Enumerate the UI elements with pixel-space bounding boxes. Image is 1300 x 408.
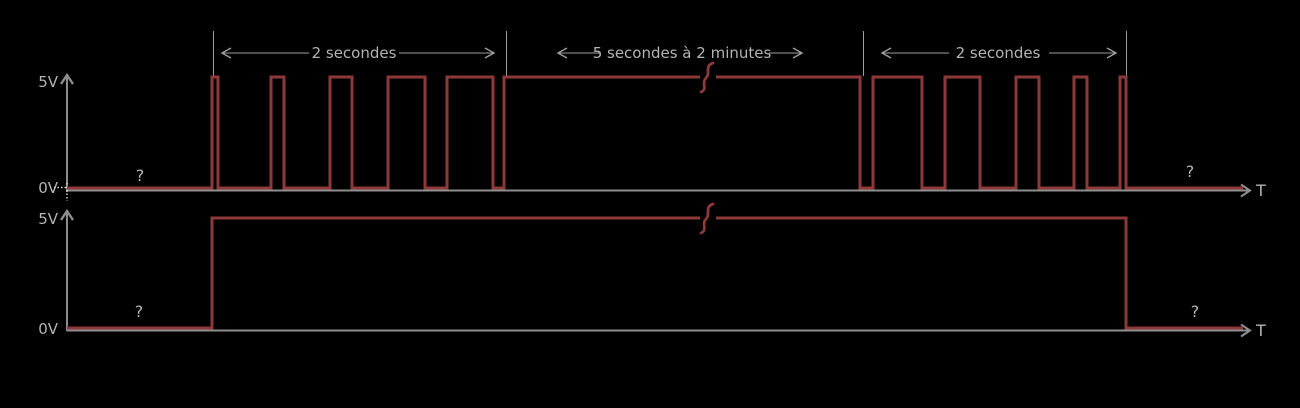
- arrow-right-icon: [1106, 47, 1118, 59]
- label-5v: 5V: [38, 210, 59, 228]
- time-break-squiggle-icon: [699, 61, 715, 94]
- question-mark-label: ?: [1191, 302, 1200, 321]
- label-0v: 0V: [38, 179, 59, 197]
- question-mark-label: ?: [135, 302, 144, 321]
- arrow-left-icon: [880, 47, 892, 59]
- time-axis-arrow-icon: [1240, 323, 1252, 338]
- label-5v: 5V: [38, 73, 59, 91]
- t-axis-label: T: [1255, 181, 1266, 200]
- label-0v: 0V: [38, 320, 59, 338]
- t-axis-label: T: [1255, 321, 1266, 340]
- time-break-squiggle-icon: [699, 202, 715, 235]
- dimension-label: 5 secondes à 2 minutes: [593, 44, 772, 62]
- question-mark-label: ?: [1186, 162, 1195, 181]
- signal-trace-pulse-train: [67, 75, 1243, 190]
- dimension-label: 2 secondes: [956, 44, 1041, 62]
- arrow-left-icon: [556, 47, 568, 59]
- voltage-axis-arrow-icon: [60, 208, 74, 221]
- time-axis-arrow-icon: [1240, 183, 1252, 198]
- signal-trace-gate: [67, 216, 1243, 330]
- dimension-label: 2 secondes: [312, 44, 397, 62]
- arrow-right-icon: [484, 47, 496, 59]
- voltage-axis-arrow-icon: [60, 72, 74, 85]
- arrow-left-icon: [220, 47, 232, 59]
- question-mark-label: ?: [136, 166, 145, 185]
- arrow-right-icon: [792, 47, 804, 59]
